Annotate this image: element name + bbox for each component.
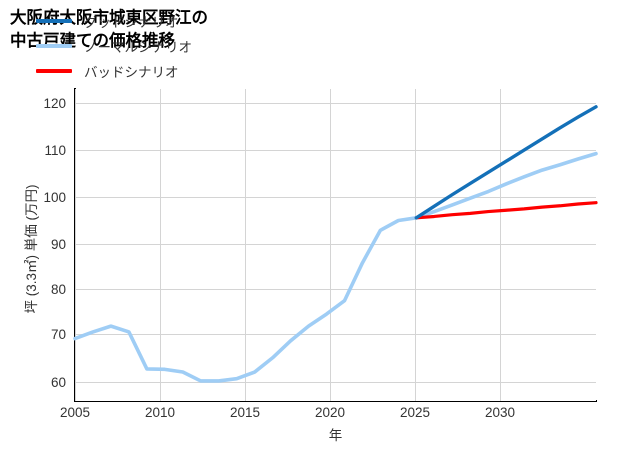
gridline-y-60 — [75, 382, 596, 383]
gridline-y-120 — [75, 103, 596, 104]
legend-item-normal[interactable]: ノーマルシナリオ — [36, 33, 246, 58]
legend-label-good: グッドシナリオ — [84, 14, 179, 30]
x-axis-spine — [74, 400, 597, 402]
gridline-x-2015 — [245, 89, 246, 401]
gridline-y-80 — [75, 289, 596, 290]
y-tick-110: 110 — [44, 143, 66, 158]
gridline-x-2025 — [415, 89, 416, 401]
plot-area — [73, 89, 598, 401]
gridline-y-90 — [75, 244, 596, 245]
legend-label-normal: ノーマルシナリオ — [84, 39, 192, 55]
legend-swatch-normal — [36, 43, 72, 48]
legend-item-good[interactable]: グッドシナリオ — [36, 8, 246, 33]
y-tick-70: 70 — [50, 327, 66, 342]
gridline-x-2020 — [330, 89, 331, 401]
y-tick-100: 100 — [43, 190, 66, 205]
y-tick-80: 80 — [50, 282, 66, 297]
legend-item-bad[interactable]: バッドシナリオ — [36, 58, 246, 83]
series-plot — [73, 105, 598, 383]
gridline-y-100 — [75, 197, 596, 198]
x-tick-2030: 2030 — [484, 405, 516, 420]
y-tick-60: 60 — [50, 375, 66, 390]
gridline-x-2030 — [500, 89, 501, 401]
x-tick-2015: 2015 — [229, 405, 261, 420]
gridline-y-70 — [75, 334, 596, 335]
x-tick-2025: 2025 — [399, 405, 431, 420]
gridline-x-2010 — [160, 89, 161, 401]
legend-label-bad: バッドシナリオ — [84, 64, 179, 80]
series-line-good — [414, 105, 598, 220]
legend-swatch-bad — [36, 68, 72, 73]
y-tick-120: 120 — [43, 96, 66, 111]
series-line-normal — [73, 151, 598, 383]
series-line-bad — [414, 201, 598, 220]
x-tick-2020: 2020 — [314, 405, 346, 420]
gridline-y-110 — [75, 150, 596, 151]
page-title: 大阪府大阪市城東区野江の 中古戸建ての価格推移 — [10, 9, 208, 51]
x-tick-2005: 2005 — [59, 405, 91, 420]
x-axis-label: 年 — [328, 428, 343, 443]
y-tick-90: 90 — [50, 237, 66, 252]
gridline-x-2005 — [75, 89, 76, 401]
legend: グッドシナリオ ノーマルシナリオ バッドシナリオ — [36, 8, 246, 83]
x-tick-2010: 2010 — [144, 405, 176, 420]
legend-swatch-good — [36, 18, 72, 23]
